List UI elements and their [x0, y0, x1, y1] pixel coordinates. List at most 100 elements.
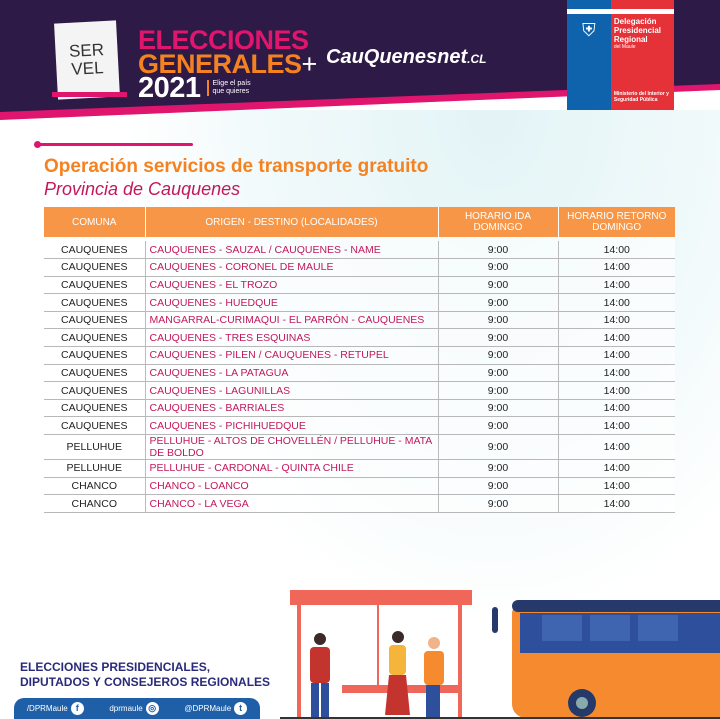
cell-horario-ida: 9:00 [437, 241, 558, 260]
cell-horario-retorno: 14:00 [557, 346, 675, 365]
cell-horario-retorno: 14:00 [557, 381, 675, 400]
cell-horario-retorno: 14:00 [557, 399, 675, 418]
social-label: @DPRMaule [184, 704, 232, 713]
cell-horario-retorno: 14:00 [557, 258, 675, 277]
cell-origen-destino: PELLUHUE - ALTOS DE CHOVELLÉN / PELLUHUE… [144, 434, 438, 461]
servel-logo-bar [52, 92, 127, 97]
bus-stop-illustration [280, 590, 720, 719]
cell-comuna: CAUQUENES [44, 258, 145, 277]
cell-origen-destino: CAUQUENES - PILEN / CAUQUENES - RETUPEL [144, 346, 438, 365]
cell-horario-ida: 9:00 [437, 434, 558, 461]
table-row: PELLUHUE PELLUHUE - CARDONAL - QUINTA CHI… [44, 459, 675, 478]
cell-origen-destino: CAUQUENES - LAGUNILLAS [144, 381, 438, 400]
cell-horario-ida: 9:00 [437, 293, 558, 312]
cell-horario-retorno: 14:00 [557, 459, 675, 478]
cell-horario-ida: 9:00 [437, 399, 558, 418]
page-title: Operación servicios de transporte gratui… [44, 156, 429, 177]
page-subtitle: Provincia de Cauquenes [44, 179, 241, 199]
column-header-horario-ida: HORARIO IDA DOMINGO [437, 207, 558, 237]
cell-horario-ida: 9:00 [437, 416, 558, 436]
logo-tagline: Elige el país que quieres [206, 80, 259, 96]
cell-origen-destino: CAUQUENES - PICHIHUEDQUE [144, 416, 438, 436]
cell-comuna: CAUQUENES [44, 311, 145, 330]
cell-origen-destino: CAUQUENES - CORONEL DE MAULE [144, 258, 438, 277]
cell-comuna: CAUQUENES [44, 399, 145, 418]
cell-comuna: CHANCO [44, 494, 145, 513]
logo-plus: + [301, 49, 318, 79]
gov-logo-line3: Ministerio del Interior y Seguridad Públ… [613, 91, 669, 103]
footer-title-line1: ELECCIONES PRESIDENCIALES, [20, 660, 211, 674]
column-header-comuna: COMUNA [44, 207, 145, 237]
cell-comuna: CAUQUENES [44, 364, 145, 383]
table-row: CAUQUENES CAUQUENES - TRES ESQUINAS 9:00 14… [44, 328, 675, 348]
transport-schedule-table: COMUNA ORIGEN - DESTINO (LOCALIDADES) HO… [44, 207, 675, 513]
table-row: CHANCO CHANCO - LOANCO 9:00 14:00 [44, 477, 675, 496]
social-label: dprmaule [109, 704, 143, 713]
table-row: CAUQUENES CAUQUENES - PICHIHUEDQUE 9:00 14:… [44, 416, 675, 436]
coat-of-arms-icon: ⛨ [582, 20, 596, 40]
cell-horario-ida: 9:00 [437, 477, 558, 496]
cell-comuna: CAUQUENES [44, 276, 145, 295]
table-row: CAUQUENES CAUQUENES - CORONEL DE MAULE 9:0… [44, 258, 675, 277]
table-row: CHANCO CHANCO - LA VEGA 9:00 14:00 [44, 494, 675, 513]
cell-horario-retorno: 14:00 [557, 328, 675, 348]
cell-horario-retorno: 14:00 [557, 241, 675, 260]
cell-origen-destino: CAUQUENES - SAUZAL / CAUQUENES - NAME [144, 241, 438, 260]
cell-horario-retorno: 14:00 [557, 311, 675, 330]
cell-comuna: CAUQUENES [44, 381, 145, 400]
social-label: /DPRMaule [26, 704, 68, 713]
cell-horario-ida: 9:00 [437, 494, 558, 513]
table-row: CAUQUENES CAUQUENES - PILEN / CAUQUENES -… [44, 346, 675, 365]
table-row: CAUQUENES CAUQUENES - LAGUNILLAS 9:00 14:00 [44, 381, 675, 400]
social-link-twitter[interactable]: @DPRMaule t [184, 702, 248, 715]
site-logo-main: CauQuenesnet [326, 46, 468, 68]
cell-comuna: PELLUHUE [44, 434, 145, 461]
servel-logo-text: VEL [70, 58, 104, 79]
cell-horario-ida: 9:00 [437, 381, 558, 400]
cell-origen-destino: CHANCO - LOANCO [144, 477, 438, 496]
cell-horario-retorno: 14:00 [557, 477, 675, 496]
cell-origen-destino: CAUQUENES - TRES ESQUINAS [144, 328, 438, 348]
cell-comuna: CAUQUENES [44, 416, 145, 436]
decorative-line [34, 141, 193, 148]
logo-year: 2021 [138, 72, 201, 104]
social-link-facebook[interactable]: /DPRMaule f [27, 702, 84, 715]
cell-origen-destino: CAUQUENES - EL TROZO [144, 276, 438, 295]
cell-horario-ida: 9:00 [437, 346, 558, 365]
cell-origen-destino: CHANCO - LA VEGA [144, 494, 438, 513]
table-row: CAUQUENES CAUQUENES - LA PATAGUA 9:00 14:00 [44, 364, 675, 383]
table-header-row: COMUNA ORIGEN - DESTINO (LOCALIDADES) HO… [44, 207, 675, 237]
cell-origen-destino: CAUQUENES - BARRIALES [144, 399, 438, 418]
cell-comuna: CAUQUENES [44, 328, 145, 348]
person-woman-icon [385, 631, 410, 715]
cell-horario-retorno: 14:00 [557, 364, 675, 383]
footer-title-line2: DIPUTADOS Y CONSEJEROS REGIONALES [20, 675, 271, 689]
bus-icon [492, 600, 720, 718]
cell-horario-ida: 9:00 [437, 328, 558, 348]
table-row: PELLUHUE PELLUHUE - ALTOS DE CHOVELLÉN / … [44, 434, 675, 461]
logo-line2: GENERALES [138, 49, 302, 79]
table-row: CAUQUENES CAUQUENES - SAUZAL / CAUQUENES … [44, 241, 675, 260]
cell-horario-ida: 9:00 [437, 258, 558, 277]
table-row: CAUQUENES CAUQUENES - BARRIALES 9:00 14:00 [44, 399, 675, 418]
government-logo: ⛨ Delegación Presidencial Regional del M… [567, 0, 674, 110]
social-bar: /DPRMaule f dprmaule ◎ @DPRMaule t [14, 698, 260, 719]
cell-horario-retorno: 14:00 [557, 494, 675, 513]
cell-horario-ida: 9:00 [437, 276, 558, 295]
cell-origen-destino: CAUQUENES - LA PATAGUA [144, 364, 438, 383]
column-header-horario-retorno: HORARIO RETORNO DOMINGO [557, 207, 675, 237]
cell-comuna: PELLUHUE [44, 459, 145, 478]
table-row: CAUQUENES CAUQUENES - HUEDQUE 9:00 14:00 [44, 293, 675, 312]
facebook-icon: f [70, 702, 84, 715]
cell-comuna: CHANCO [44, 477, 145, 496]
cell-horario-retorno: 14:00 [557, 416, 675, 436]
column-header-origen-destino: ORIGEN - DESTINO (LOCALIDADES) [144, 207, 438, 237]
site-logo-suffix: .CL [467, 52, 487, 66]
logo-line1: ELECCIONES [138, 25, 309, 55]
cell-horario-ida: 9:00 [437, 364, 558, 383]
social-link-instagram[interactable]: dprmaule ◎ [109, 702, 159, 715]
cell-horario-retorno: 14:00 [557, 276, 675, 295]
twitter-icon: t [234, 702, 248, 715]
cell-horario-retorno: 14:00 [557, 434, 675, 461]
instagram-icon: ◎ [145, 702, 159, 715]
